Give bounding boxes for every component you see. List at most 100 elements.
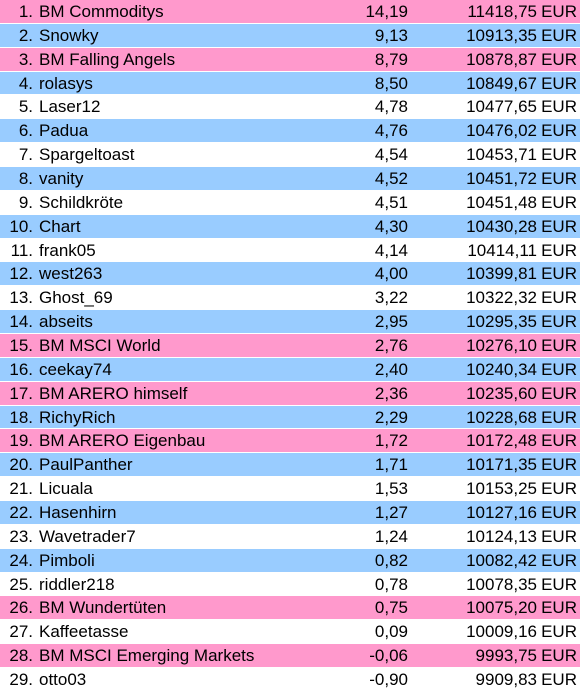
name-cell: RichyRich (39, 407, 116, 427)
table-row: 3. BM Falling Angels 8,79 10878,87 EUR (0, 47, 580, 72)
percent-change-cell: 1,53 (374, 479, 408, 499)
table-row: 21. Licuala 1,53 10153,25 EUR (0, 477, 580, 502)
name-cell: Padua (39, 121, 89, 141)
name-cell: Schildkröte (39, 192, 124, 212)
rank-cell: 8. (18, 169, 33, 189)
value-cell: 10171,35 (466, 455, 537, 475)
percent-change-cell: -0,90 (369, 670, 408, 690)
percent-change-cell: 0,78 (374, 574, 408, 594)
name-cell: rolasys (39, 73, 93, 93)
rank-cell: 7. (18, 145, 33, 165)
currency-cell: EUR (541, 455, 577, 475)
percent-change-cell: 4,00 (374, 264, 408, 284)
percent-change-cell: 1,27 (374, 503, 408, 523)
rank-cell: 17. (9, 383, 33, 403)
percent-change-cell: 4,51 (374, 192, 408, 212)
table-row: 11. frank05 4,14 10414,11 EUR (0, 238, 580, 263)
rank-cell: 23. (9, 526, 33, 546)
percent-change-cell: 1,24 (374, 526, 408, 546)
percent-change-cell: 4,52 (374, 169, 408, 189)
value-cell: 9993,75 (475, 646, 537, 666)
value-cell: 10295,35 (466, 312, 537, 332)
table-row: 2. Snowky 9,13 10913,35 EUR (0, 23, 580, 48)
value-cell: 10477,65 (466, 97, 537, 117)
rank-cell: 22. (9, 503, 33, 523)
name-cell: BM MSCI Emerging Markets (39, 646, 255, 666)
table-row: 8. vanity 4,52 10451,72 EUR (0, 167, 580, 191)
currency-cell: EUR (541, 550, 577, 570)
table-row: 28. BM MSCI Emerging Markets -0,06 9993,75 E… (0, 644, 580, 669)
percent-change-cell: 2,29 (374, 407, 408, 427)
currency-cell: EUR (541, 574, 577, 594)
name-cell: BM ARERO Eigenbau (39, 431, 206, 451)
table-row: 16. ceekay74 2,40 10240,34 EUR (0, 357, 580, 382)
currency-cell: EUR (541, 431, 577, 451)
rank-cell: 12. (9, 264, 33, 284)
table-row: 6. Padua 4,76 10476,02 EUR (0, 119, 580, 144)
name-cell: otto03 (39, 670, 87, 690)
rank-cell: 9. (18, 192, 33, 212)
value-cell: 10430,28 (466, 216, 537, 236)
rank-cell: 11. (10, 240, 33, 260)
currency-cell: EUR (541, 145, 577, 165)
rank-cell: 6. (18, 121, 33, 141)
rank-cell: 10. (9, 216, 33, 236)
table-row: 25. riddler218 0,78 10078,35 EUR (0, 572, 580, 597)
value-cell: 10849,67 (466, 73, 537, 93)
table-row: 4. rolasys 8,50 10849,67 EUR (0, 71, 580, 96)
name-cell: riddler218 (39, 574, 115, 594)
table-row: 7. Spargeltoast 4,54 10453,71 EUR (0, 143, 580, 168)
percent-change-cell: 4,78 (374, 97, 408, 117)
rank-cell: 21. (9, 479, 33, 499)
value-cell: 10414,11 (467, 240, 537, 260)
percent-change-cell: 2,36 (374, 383, 408, 403)
rank-cell: 4. (18, 73, 33, 93)
value-cell: 9909,83 (475, 670, 537, 690)
rank-cell: 5. (18, 97, 33, 117)
percent-change-cell: 0,82 (374, 550, 408, 570)
table-row: 9. Schildkröte 4,51 10451,48 EUR (0, 190, 580, 215)
currency-cell: EUR (541, 670, 577, 690)
rank-cell: 3. (18, 49, 33, 69)
value-cell: 10878,87 (466, 49, 537, 69)
table-row: 20. PaulPanther 1,71 10171,35 EUR (0, 453, 580, 478)
percent-change-cell: 4,76 (374, 121, 408, 141)
name-cell: BM ARERO himself (39, 383, 188, 403)
percent-change-cell: -0,06 (369, 646, 408, 666)
table-row: 13. Ghost_69 3,22 10322,32 EUR (0, 286, 580, 311)
name-cell: Kaffeetasse (39, 622, 129, 642)
table-row: 5. Laser12 4,78 10477,65 EUR (0, 95, 580, 120)
value-cell: 10451,48 (466, 192, 537, 212)
value-cell: 10078,35 (466, 574, 537, 594)
currency-cell: EUR (541, 192, 577, 212)
currency-cell: EUR (541, 407, 577, 427)
percent-change-cell: 0,75 (374, 598, 408, 618)
value-cell: 10009,16 (466, 622, 537, 642)
rank-cell: 29. (9, 670, 33, 690)
rank-cell: 24. (9, 550, 33, 570)
rank-cell: 14. (9, 312, 33, 332)
currency-cell: EUR (541, 73, 577, 93)
currency-cell: EUR (541, 240, 577, 260)
currency-cell: EUR (541, 336, 577, 356)
currency-cell: EUR (541, 25, 577, 45)
percent-change-cell: 2,40 (374, 359, 408, 379)
table-row: 12. west263 4,00 10399,81 EUR (0, 262, 580, 287)
value-cell: 10322,32 (466, 288, 537, 308)
name-cell: Snowky (39, 25, 99, 45)
name-cell: vanity (39, 169, 84, 189)
table-row: 29. otto03 -0,90 9909,83 EUR (0, 668, 580, 692)
rank-cell: 20. (9, 455, 33, 475)
currency-cell: EUR (541, 49, 577, 69)
rank-cell: 19. (9, 431, 33, 451)
percent-change-cell: 1,71 (374, 455, 408, 475)
rank-cell: 27. (9, 622, 33, 642)
currency-cell: EUR (541, 598, 577, 618)
table-row: 15. BM MSCI World 2,76 10276,10 EUR (0, 334, 580, 358)
value-cell: 10127,16 (466, 503, 537, 523)
name-cell: PaulPanther (39, 455, 133, 475)
currency-cell: EUR (541, 359, 577, 379)
table-row: 18. RichyRich 2,29 10228,68 EUR (0, 405, 580, 430)
name-cell: Pimboli (39, 550, 95, 570)
currency-cell: EUR (541, 479, 577, 499)
